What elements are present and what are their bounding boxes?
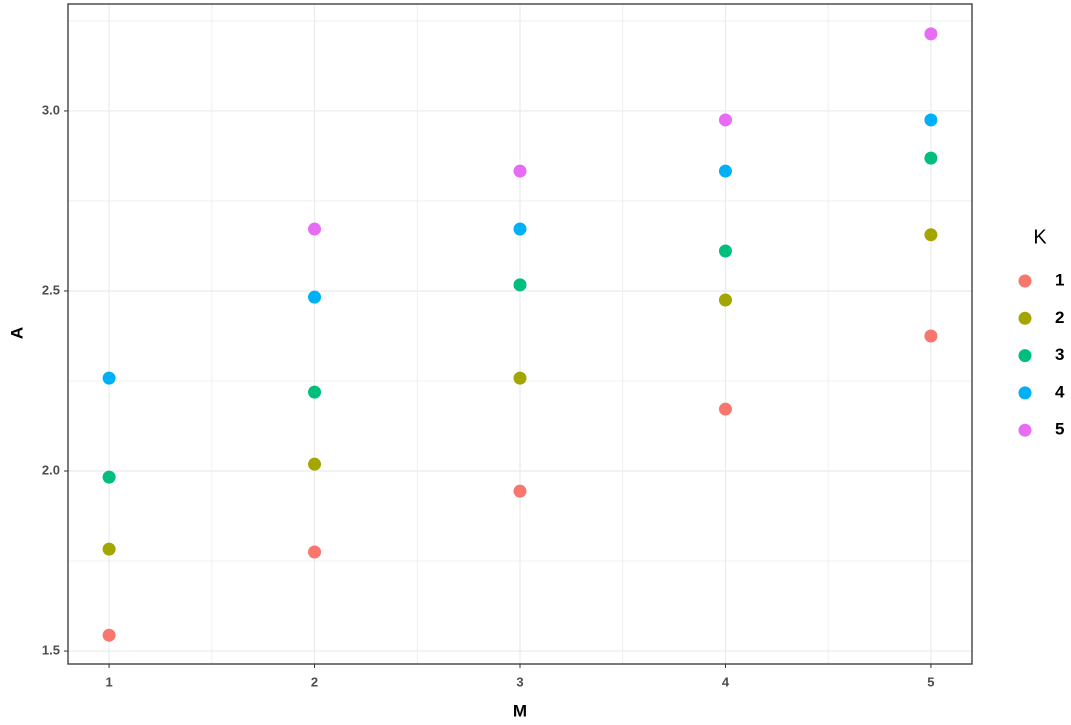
point [718,402,732,416]
point [924,228,938,242]
legend-swatch [1018,423,1032,437]
legend-title: K [1033,226,1047,248]
point [513,371,527,385]
point [513,484,527,498]
legend-label: 5 [1055,420,1064,439]
x-tick-label: 5 [927,674,934,689]
point [513,222,527,236]
point [308,545,322,559]
x-tick-label: 4 [722,674,730,689]
point [308,457,322,471]
point [102,470,116,484]
point [718,293,732,307]
point [308,222,322,236]
x-tick-label: 2 [311,674,318,689]
y-tick-label: 3.0 [42,102,60,117]
point [308,290,322,304]
point [924,113,938,127]
x-tick-label: 3 [516,674,523,689]
legend-swatch [1018,386,1032,400]
point [102,628,116,642]
point [102,542,116,556]
point [513,278,527,292]
point [924,329,938,343]
x-tick-label: 1 [105,674,112,689]
point [924,27,938,41]
point [718,164,732,178]
point [924,151,938,165]
legend-label: 1 [1055,270,1064,289]
legend-swatch [1018,311,1032,325]
point [513,164,527,178]
point [308,385,322,399]
x-axis-title: M [513,701,527,720]
y-tick-label: 2.0 [42,462,60,477]
panel-border [67,3,973,665]
legend-swatch [1018,274,1032,288]
legend-label: 3 [1055,345,1064,364]
legend-swatch [1018,349,1032,363]
legend-label: 4 [1055,382,1065,401]
legend-label: 2 [1055,308,1064,327]
y-axis-title: A [7,327,26,339]
point [718,244,732,258]
y-tick-label: 1.5 [42,642,60,657]
point [718,113,732,127]
y-tick-label: 2.5 [42,282,60,297]
point [102,371,116,385]
